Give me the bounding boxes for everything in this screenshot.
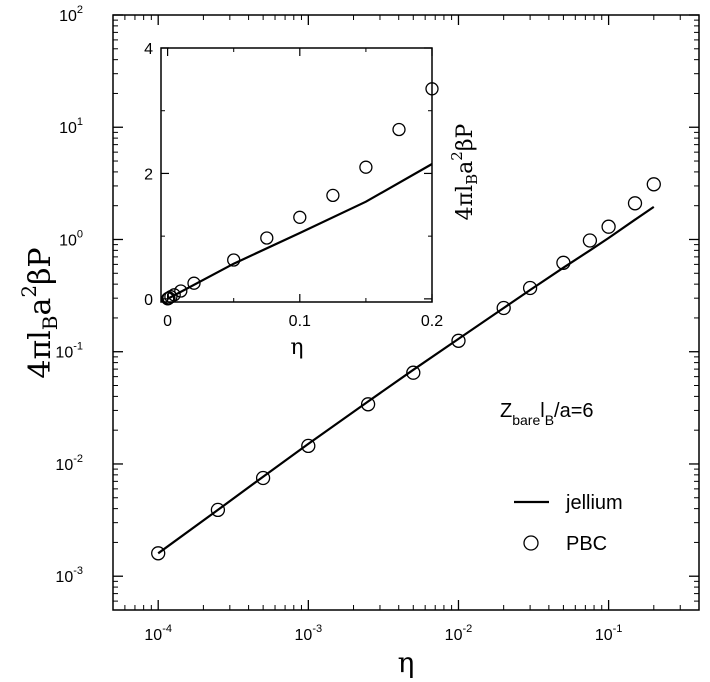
inset-pbc-point bbox=[167, 288, 181, 302]
main-pbc-point bbox=[451, 333, 466, 348]
inset-y-tick-label: 0 bbox=[144, 292, 153, 309]
main-pbc-point bbox=[556, 255, 571, 270]
main-ticks: 10-4 10-3 10-2 10-1 10-3 10-2 10-1 100 101 102 bbox=[55, 4, 699, 644]
main-y-tick-label: 10-3 bbox=[55, 565, 83, 586]
main-pbc-point bbox=[496, 300, 511, 316]
inset-pbc-point bbox=[425, 82, 439, 96]
main-pbc-point bbox=[360, 397, 376, 412]
inset-pbc-point bbox=[227, 253, 241, 267]
inset-pbc-point bbox=[326, 188, 340, 203]
main-pbc-point bbox=[522, 280, 538, 296]
inset-pbc-point bbox=[359, 160, 373, 174]
legend: jellium PBC bbox=[514, 492, 623, 555]
legend-pbc-label: PBC bbox=[566, 533, 607, 555]
legend-pbc-marker bbox=[523, 535, 539, 551]
main-pbc-point bbox=[301, 438, 316, 454]
inset-x-tick-label: 0 bbox=[163, 313, 172, 330]
main-x-axis-label: η bbox=[398, 646, 415, 679]
main-y-tick-label: 10-2 bbox=[55, 453, 83, 474]
inset-pbc-point bbox=[187, 276, 201, 290]
main-x-tick-label: 10-3 bbox=[295, 623, 323, 644]
inset-series bbox=[161, 82, 439, 306]
main-plot-frame bbox=[112, 14, 700, 611]
main-pbc-point bbox=[646, 177, 661, 192]
main-series bbox=[151, 177, 661, 561]
main-y-tick-label: 102 bbox=[59, 4, 83, 25]
main-y-tick-label: 10-1 bbox=[55, 341, 83, 362]
main-pbc-point bbox=[210, 502, 226, 518]
main-pbc-point bbox=[582, 233, 598, 248]
main-y-tick-label: 100 bbox=[59, 228, 83, 249]
inset-pbc-point bbox=[174, 284, 188, 298]
main-y-axis-label: 4πlBa2βP bbox=[17, 247, 62, 378]
main-pbc-point bbox=[601, 219, 616, 234]
main-y-tick-label: 101 bbox=[59, 116, 83, 137]
main-pbc-point bbox=[627, 196, 643, 211]
inset-y-tick-label: 4 bbox=[144, 41, 153, 58]
parameter-annotation: ZbarelB/a=6 bbox=[500, 400, 594, 428]
inset-x-tick-label: 0.2 bbox=[421, 313, 443, 330]
inset-pbc-point bbox=[260, 231, 274, 245]
inset-series-jellium-line bbox=[167, 163, 433, 300]
inset-pbc-point bbox=[164, 290, 178, 304]
inset-y-tick-label: 2 bbox=[144, 166, 153, 183]
main-pbc-point bbox=[151, 546, 166, 561]
main-series-jellium-line bbox=[157, 205, 655, 555]
main-pbc-point bbox=[255, 470, 271, 486]
main-x-tick-label: 10-1 bbox=[595, 623, 623, 644]
main-x-tick-label: 10-2 bbox=[445, 623, 473, 644]
inset-x-tick-label: 0.1 bbox=[289, 313, 311, 330]
inset-pbc-point bbox=[293, 210, 307, 224]
inset-x-axis-label: η bbox=[290, 335, 303, 360]
inset-plot-frame bbox=[160, 47, 433, 303]
inset-y-axis-label: 4πlBa2βP bbox=[448, 123, 481, 220]
inset-pbc-point bbox=[392, 122, 406, 137]
main-x-tick-label: 10-4 bbox=[144, 623, 172, 644]
main-pbc-point bbox=[406, 365, 421, 380]
legend-jellium-label: jellium bbox=[565, 492, 623, 514]
